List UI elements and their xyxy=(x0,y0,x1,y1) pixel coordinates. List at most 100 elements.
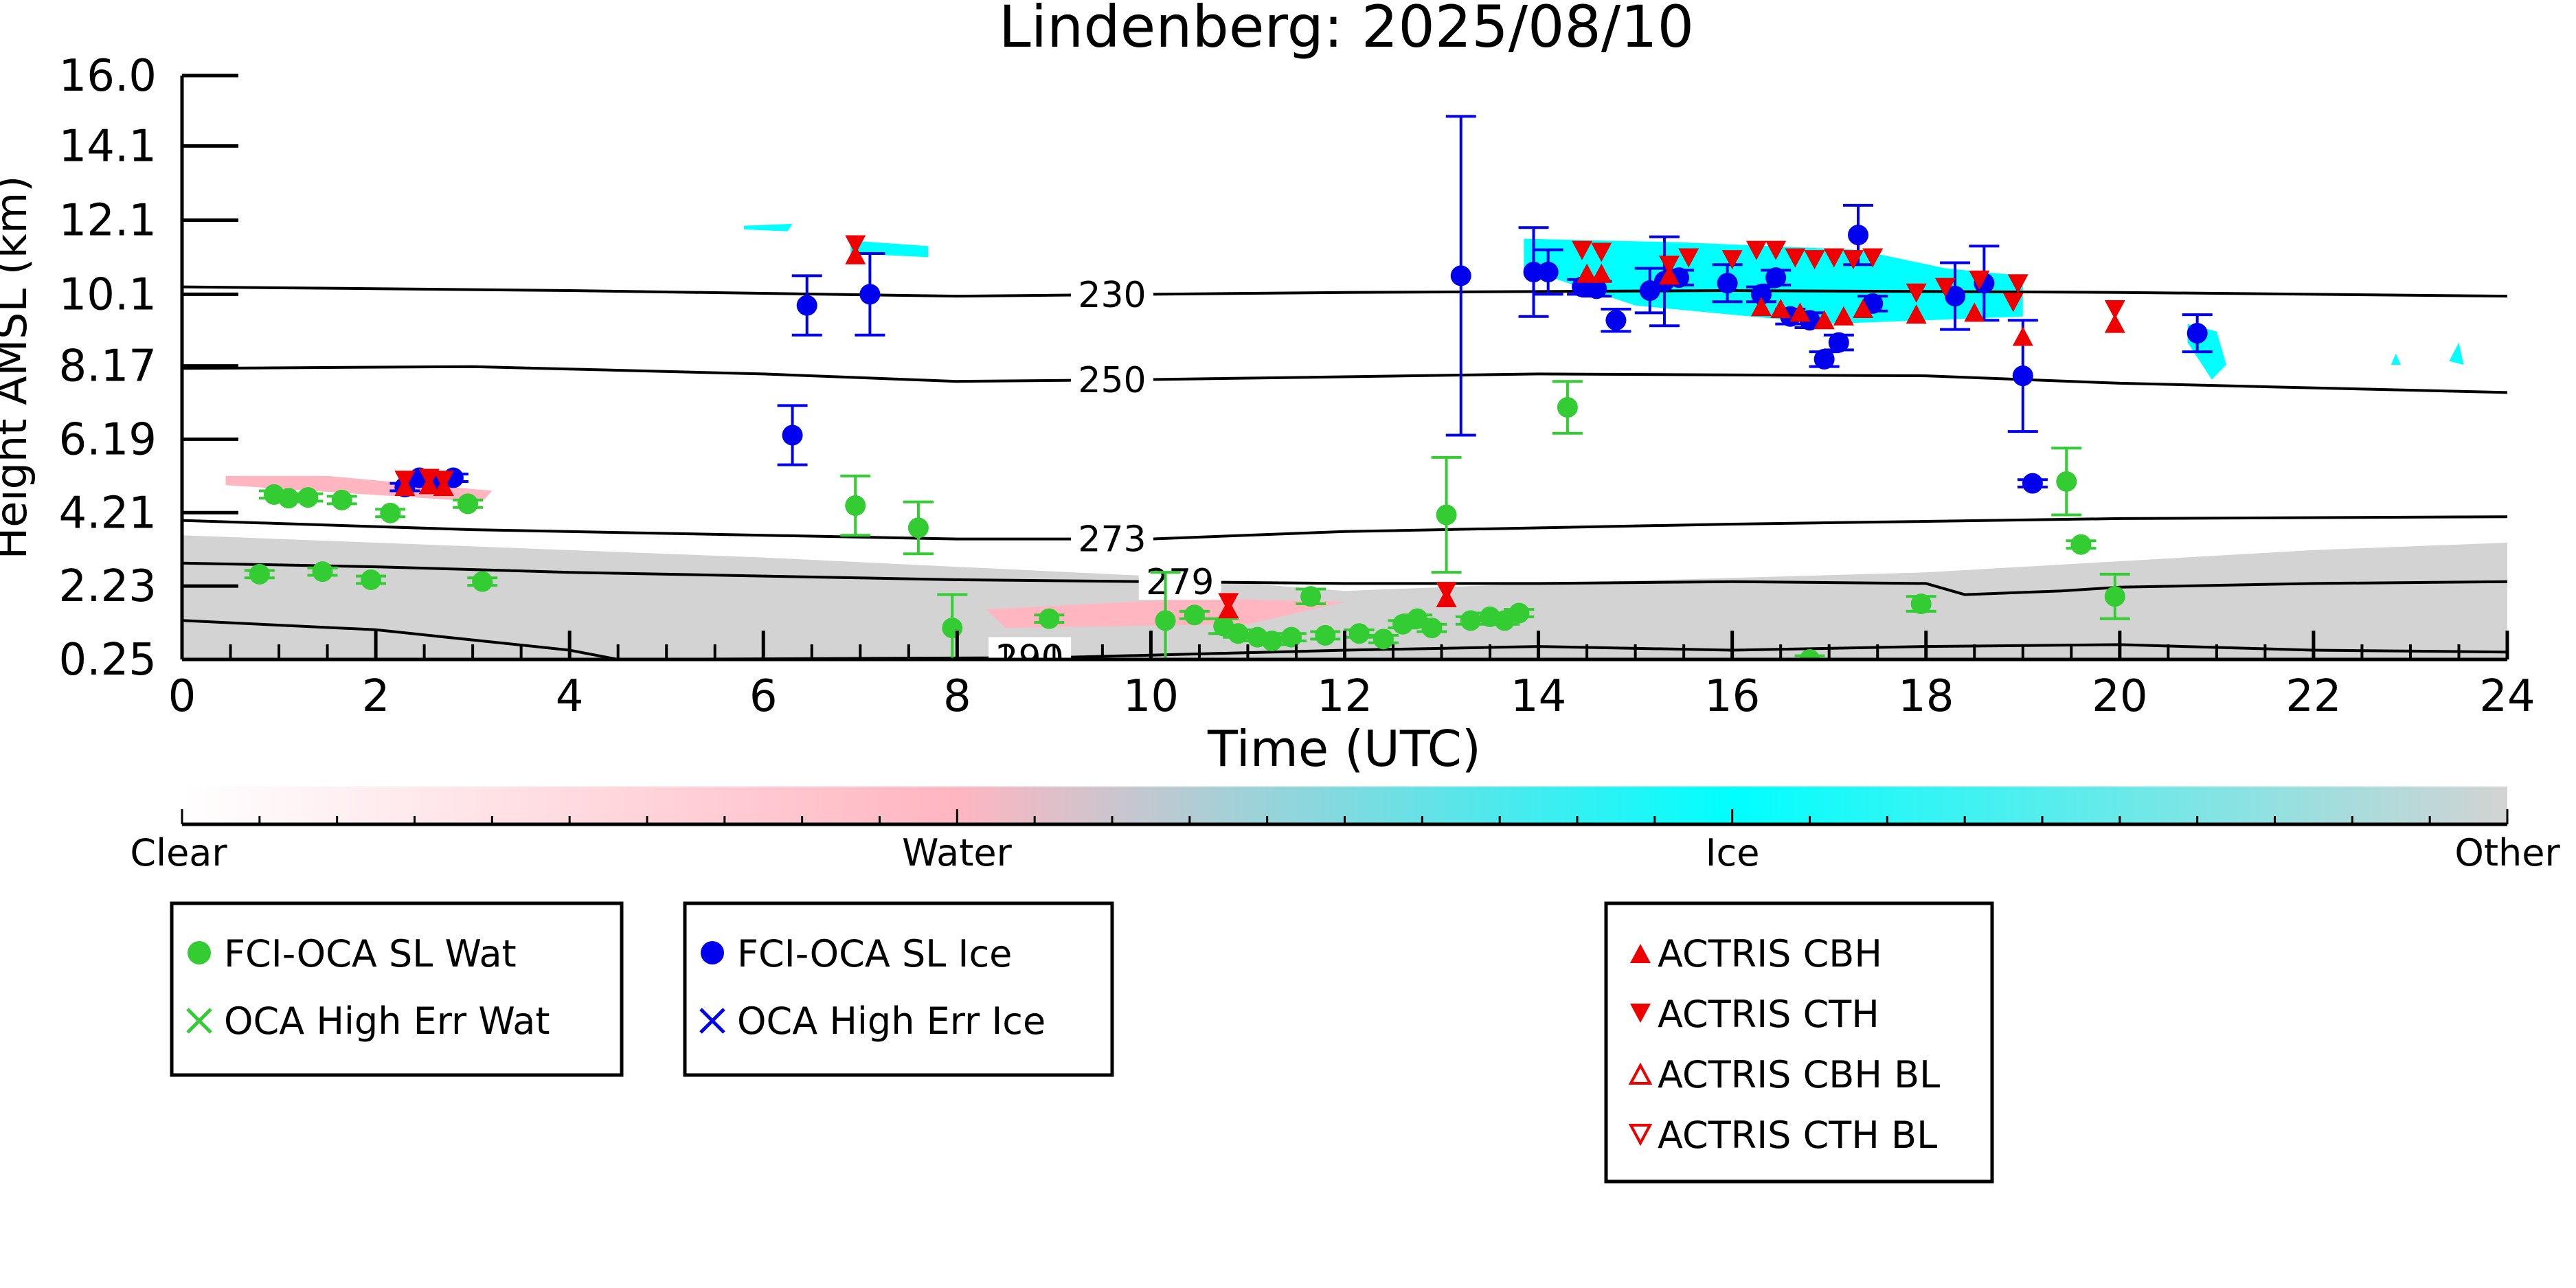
x-tick-label-14: 14 xyxy=(1511,671,1566,722)
point-fci-oca-sl-wat-22 xyxy=(1315,624,1336,646)
point-fci-oca-sl-wat-12 xyxy=(942,618,963,639)
legend-ice-circle-marker xyxy=(701,941,724,964)
point-actris-cth-21 xyxy=(2007,274,2029,294)
point-fci-oca-sl-ice-8 xyxy=(1523,262,1544,283)
point-fci-oca-sl-wat-10 xyxy=(845,495,866,517)
legend-ice-box xyxy=(683,901,1114,1077)
point-fci-oca-sl-wat-27 xyxy=(1421,618,1443,639)
point-actris-cth-9 xyxy=(1678,248,1699,268)
legend-actris-label-2: ACTRIS CBH BL xyxy=(1658,1053,1940,1096)
x-tick-label-10: 10 xyxy=(1123,671,1179,722)
point-actris-cbh-14 xyxy=(1853,299,1874,318)
point-fci-oca-sl-wat-8 xyxy=(457,493,479,515)
point-fci-oca-sl-wat-2 xyxy=(278,488,300,509)
point-actris-cth-22 xyxy=(2104,300,2125,319)
contour-250 xyxy=(182,365,2507,394)
point-actris-cth-20 xyxy=(1969,270,1990,290)
colorbar-label-ice: Ice xyxy=(1706,831,1760,874)
point-fci-oca-sl-wat-28 xyxy=(1436,504,1457,526)
point-fci-oca-sl-ice-9 xyxy=(1537,262,1559,283)
legend-actris-label-1: ACTRIS CTH xyxy=(1658,993,1879,1036)
colorbar-label-other: Other xyxy=(2454,831,2560,874)
legend-water-label-0: FCI-OCA SL Wat xyxy=(224,932,517,975)
point-fci-oca-sl-wat-34 xyxy=(1910,594,1932,615)
region-ice-5 xyxy=(744,223,793,231)
x-tick-label-12: 12 xyxy=(1317,671,1372,722)
contour-label-250: 250 xyxy=(1078,360,1146,401)
point-actris-cbh-16 xyxy=(1964,302,1985,322)
point-fci-oca-sl-wat-0 xyxy=(249,563,270,585)
point-actris-cbh-12 xyxy=(1814,310,1835,330)
y-tick-label-3: 6.19 xyxy=(59,414,157,465)
y-tick-label-7: 14.1 xyxy=(59,122,157,172)
point-actris-cth-16 xyxy=(1842,250,1864,270)
point-actris-cbh-15 xyxy=(1906,304,1927,324)
point-fci-oca-sl-ice-29 xyxy=(2187,323,2208,344)
legend-water: FCI-OCA SL Wat OCA High Err Wat xyxy=(170,901,624,1077)
x-tick-label-20: 20 xyxy=(2092,671,2147,722)
x-tick-label-18: 18 xyxy=(1898,671,1954,722)
point-actris-cbh-13 xyxy=(1833,306,1854,326)
legend-water-label-1: OCA High Err Wat xyxy=(224,999,550,1043)
point-fci-oca-sl-wat-9 xyxy=(472,571,493,592)
region-ice-8 xyxy=(2449,342,2464,365)
y-tick-label-5: 10.1 xyxy=(59,269,157,320)
y-tick-label-2: 4.21 xyxy=(59,488,157,539)
legend-actris-label-3: ACTRIS CTH BL xyxy=(1658,1114,1937,1157)
legend-actris-cth-marker xyxy=(1630,1004,1651,1023)
point-actris-cth-15 xyxy=(1823,248,1844,268)
legend-ice-label-1: OCA High Err Ice xyxy=(737,999,1046,1043)
legend-ice-x-marker xyxy=(699,1008,725,1034)
point-actris-cbh-9 xyxy=(1750,297,1772,317)
contour-label-279: 279 xyxy=(1146,562,1214,603)
point-fci-oca-sl-wat-29 xyxy=(1460,610,1481,631)
point-actris-cbh-3 xyxy=(845,245,866,264)
point-actris-cth-0 xyxy=(394,471,416,490)
legend-actris-cbh-marker xyxy=(1630,944,1651,963)
point-actris-cth-14 xyxy=(1804,250,1825,270)
point-actris-cth-6 xyxy=(1572,240,1593,260)
region-other-0 xyxy=(182,535,2507,659)
point-fci-oca-sl-ice-5 xyxy=(796,295,817,316)
point-fci-oca-sl-wat-21 xyxy=(1300,586,1322,607)
point-fci-oca-sl-wat-36 xyxy=(2070,534,2092,555)
point-actris-cth-17 xyxy=(1862,248,1884,268)
point-fci-oca-sl-wat-35 xyxy=(2056,471,2077,492)
point-actris-cth-18 xyxy=(1906,283,1927,303)
point-fci-oca-sl-wat-23 xyxy=(1348,623,1370,644)
point-actris-cbh-17 xyxy=(2012,326,2033,346)
point-actris-cth-1 xyxy=(418,468,440,488)
x-tick-label-2: 2 xyxy=(362,671,390,722)
point-actris-cth-13 xyxy=(1785,248,1806,268)
legend-actris-label-0: ACTRIS CBH xyxy=(1658,932,1882,975)
y-tick-label-0: 0.25 xyxy=(59,635,157,686)
legend-water-box xyxy=(170,901,624,1077)
contour-label-290: 290 xyxy=(995,637,1063,679)
point-fci-oca-sl-wat-11 xyxy=(907,517,929,539)
point-fci-oca-sl-ice-21 xyxy=(1814,348,1835,370)
legend-water-circle-marker xyxy=(188,941,211,964)
point-fci-oca-sl-ice-23 xyxy=(1848,225,1869,246)
colorbar-label-clear: Clear xyxy=(130,831,227,874)
contour-label-273: 273 xyxy=(1078,519,1146,561)
point-fci-oca-sl-wat-33 xyxy=(1557,397,1578,418)
contour-230 xyxy=(182,285,2507,298)
legend-actris-cbh-bl-marker xyxy=(1628,1062,1653,1085)
point-actris-cbh-8 xyxy=(1658,265,1680,285)
y-tick-label-4: 8.17 xyxy=(59,341,157,392)
point-fci-oca-sl-wat-32 xyxy=(1509,602,1530,624)
x-tick-label-24: 24 xyxy=(2479,671,2535,722)
x-tick-label-4: 4 xyxy=(556,671,584,722)
legend-actris-box xyxy=(1604,901,1994,1184)
point-actris-cth-10 xyxy=(1721,250,1743,270)
plot-axes: 0 2 4 6 8 10 12 14 16 18 20 22 240.252.234.216.198.1… xyxy=(59,51,2535,722)
legend-actris-cth-bl-marker xyxy=(1628,1124,1653,1146)
point-actris-cbh-6 xyxy=(1577,263,1598,283)
point-fci-oca-sl-wat-24 xyxy=(1372,629,1394,650)
data-markers xyxy=(249,225,2208,659)
x-tick-label-6: 6 xyxy=(749,671,778,722)
contour-label-bg-250 xyxy=(1071,359,1153,398)
region-water-1 xyxy=(225,475,493,502)
x-axis-label: Time (UTC) xyxy=(1207,720,1481,778)
contour-label-bg-273 xyxy=(1071,518,1153,557)
